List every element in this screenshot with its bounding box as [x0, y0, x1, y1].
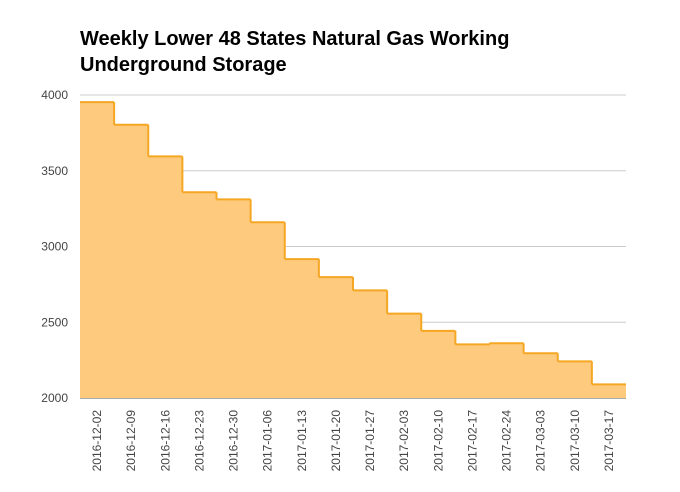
- x-tick-label: 2016-12-30: [227, 410, 241, 472]
- x-tick-label: 2017-03-10: [568, 410, 582, 472]
- x-tick-label: 2016-12-09: [124, 410, 138, 472]
- y-tick-label: 3000: [41, 240, 68, 254]
- x-tick-label: 2017-01-06: [261, 410, 275, 472]
- x-tick-label: 2017-02-24: [500, 410, 514, 472]
- x-tick-label: 2017-02-10: [431, 410, 445, 472]
- y-tick-label: 4000: [41, 88, 68, 102]
- x-tick-label: 2017-01-13: [295, 410, 309, 472]
- x-tick-label: 2017-03-03: [534, 410, 548, 472]
- chart-title: Weekly Lower 48 States Natural Gas Worki…: [80, 28, 510, 76]
- x-tick-label: 2016-12-16: [158, 410, 172, 472]
- x-tick-label: 2016-12-23: [192, 410, 206, 472]
- y-tick-label: 2500: [41, 315, 68, 329]
- y-tick-label: 2000: [41, 391, 68, 405]
- x-tick-label: 2017-01-20: [329, 410, 343, 472]
- x-tick-label: 2017-02-03: [397, 410, 411, 472]
- series-area-fill: [80, 102, 626, 399]
- x-tick-label: 2017-01-27: [363, 410, 377, 472]
- x-tick-label: 2016-12-02: [90, 410, 104, 472]
- y-tick-label: 3500: [41, 164, 68, 178]
- x-tick-label: 2017-02-17: [465, 410, 479, 472]
- x-tick-label: 2017-03-17: [602, 410, 616, 472]
